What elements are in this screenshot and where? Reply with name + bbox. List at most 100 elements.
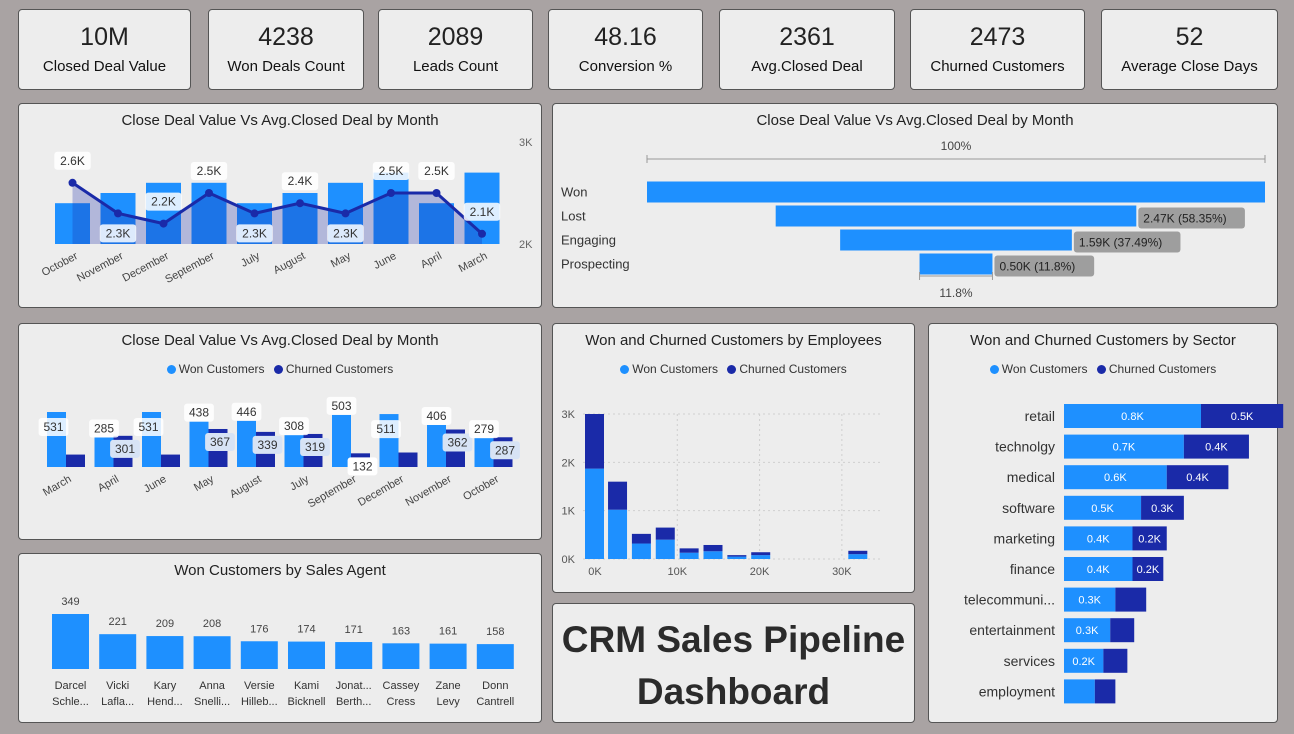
agent-value-label: 208 <box>203 618 221 630</box>
monthly-chart-title: Close Deal Value Vs Avg.Closed Deal by M… <box>121 332 439 349</box>
churned-value-label: 0.4K <box>1186 472 1209 484</box>
kpi-value: 2361 <box>779 23 835 51</box>
churned-value-label: 0.5K <box>1231 411 1254 423</box>
churned-bar <box>66 454 85 467</box>
kpi-card-closed-deal-value[interactable]: 10M Closed Deal Value <box>18 9 191 90</box>
kpi-card-average-close-days[interactable]: 52 Average Close Days <box>1101 9 1278 90</box>
kpi-value: 52 <box>1175 23 1204 51</box>
agent-value-label: 158 <box>486 626 504 638</box>
kpi-label: Churned Customers <box>930 58 1065 75</box>
combo-line-label: 2.4K <box>288 174 313 188</box>
combo-line-label: 2.5K <box>424 164 449 178</box>
agent-name-label: Darcel <box>55 680 87 692</box>
won-bar <box>608 509 628 559</box>
agent-name-label: Jonat... <box>336 680 372 692</box>
legend-churned[interactable]: Churned Customers <box>273 362 393 376</box>
won-value-label-bg <box>326 396 357 415</box>
won-bar <box>189 421 209 467</box>
won-value-label: 308 <box>284 419 304 433</box>
x-tick-label: 10K <box>667 566 687 578</box>
funnel-category-label: Engaging <box>561 233 616 248</box>
churned-value-label: 0.2K <box>1138 533 1161 545</box>
sector-category-label: retail <box>1025 408 1055 424</box>
won-bar <box>727 556 747 559</box>
won-bar <box>848 554 868 559</box>
combo-chart-panel[interactable]: Close Deal Value Vs Avg.Closed Deal by M… <box>18 103 542 308</box>
funnel-category-label: Prospecting <box>561 257 630 272</box>
kpi-value: 2473 <box>969 23 1026 51</box>
agent-value-label: 221 <box>109 616 127 628</box>
churned-bar <box>655 527 675 540</box>
y-tick-label: 3K <box>562 409 576 421</box>
sector-category-label: telecommuni... <box>964 592 1055 608</box>
churned-bar <box>679 548 699 553</box>
x-tick-label: June <box>372 250 399 272</box>
won-value-label-bg <box>421 406 452 425</box>
kpi-label: Average Close Days <box>1121 58 1258 75</box>
funnel-value-label: 1.59K (37.49%) <box>1079 236 1162 250</box>
combo-line-label-bg <box>418 162 455 180</box>
sector-chart-legend: Won Customers Churned Customers <box>929 362 1277 376</box>
funnel-chart-title: Close Deal Value Vs Avg.Closed Deal by M… <box>756 112 1074 129</box>
sector-panel[interactable]: Won and Churned Customers by Sector Won … <box>928 323 1284 723</box>
agent-bar <box>240 641 278 669</box>
won-bar <box>1064 618 1111 643</box>
sector-chart-title: Won and Churned Customers by Sector <box>970 332 1236 349</box>
x-tick-label: September <box>306 473 359 510</box>
x-tick-label: March <box>41 473 73 499</box>
legend-churned[interactable]: Churned Customers <box>727 362 847 376</box>
churned-bar <box>1103 648 1128 673</box>
won-bar <box>1064 404 1201 428</box>
kpi-card-conversion[interactable]: 48.16 Conversion % <box>548 9 703 90</box>
won-bar <box>1064 587 1116 612</box>
won-value-label-bg <box>469 420 499 439</box>
kpi-card-leads-count[interactable]: 2089 Leads Count <box>378 9 533 90</box>
funnel-chart-panel[interactable]: Close Deal Value Vs Avg.Closed Deal by M… <box>552 103 1278 308</box>
kpi-value: 10M <box>80 23 129 51</box>
legend-churned[interactable]: Churned Customers <box>1096 362 1216 376</box>
sales-agent-panel[interactable]: Won Customers by Sales Agent 349 Darcel Sc… <box>18 553 542 723</box>
agent-name-label: Schle... <box>52 696 89 708</box>
legend-won[interactable]: Won Customers <box>620 362 718 376</box>
x-tick-label: 20K <box>750 566 770 578</box>
won-bar <box>237 420 256 467</box>
monthly-chart-legend: Won Customers Churned Customers <box>19 362 541 376</box>
x-tick-label: August <box>272 250 308 277</box>
churned-value-label-bg <box>110 439 140 458</box>
dashboard-title: CRM Sales Pipeline Dashboard <box>553 614 914 718</box>
agent-bar <box>429 643 467 669</box>
kpi-card-avg-closed-deal[interactable]: 2361 Avg.Closed Deal <box>719 9 895 90</box>
legend-won-label: Won Customers <box>1001 362 1088 376</box>
legend-won[interactable]: Won Customers <box>166 362 265 376</box>
won-bar <box>474 438 494 467</box>
combo-line-point <box>68 178 77 187</box>
combo-line-label-bg <box>281 172 319 191</box>
churned-value-label: 287 <box>495 443 515 457</box>
funnel-value-label-bg <box>1073 231 1181 253</box>
monthly-won-churn-panel[interactable]: Close Deal Value Vs Avg.Closed Deal by M… <box>18 323 542 540</box>
legend-won-dot <box>989 365 999 375</box>
employees-panel[interactable]: Won and Churned Customers by Employees W… <box>552 323 915 593</box>
churned-bar <box>1201 404 1284 428</box>
won-value-label: 0.2K <box>1072 656 1095 668</box>
combo-bar <box>419 203 454 244</box>
funnel-bar <box>775 205 1137 227</box>
x-tick-label: July <box>239 250 262 270</box>
legend-churned-label: Churned Customers <box>739 362 847 376</box>
sector-chart: retail 0.8K 0.5K technolgy 0.7K 0.4K medical 0.… <box>964 404 1284 704</box>
churned-bar <box>1110 618 1135 643</box>
won-value-label: 446 <box>236 405 256 419</box>
kpi-label: Closed Deal Value <box>42 58 167 75</box>
kpi-card-churned-customers[interactable]: 2473 Churned Customers <box>910 9 1085 90</box>
funnel-value-label: 0.50K (11.8%) <box>999 260 1075 274</box>
legend-churned-dot <box>727 365 737 375</box>
agent-name-label: Versie <box>244 680 275 692</box>
churned-bar <box>1132 526 1167 551</box>
x-tick-label: October <box>461 473 501 503</box>
kpi-card-won-deals-count[interactable]: 4238 Won Deals Count <box>208 9 364 90</box>
combo-line-label: 2.5K <box>197 164 222 178</box>
won-value-label: 0.3K <box>1076 625 1099 637</box>
legend-won[interactable]: Won Customers <box>989 362 1088 376</box>
funnel-bottom-label: 11.8% <box>939 286 972 300</box>
churned-value-label-bg <box>490 441 520 460</box>
